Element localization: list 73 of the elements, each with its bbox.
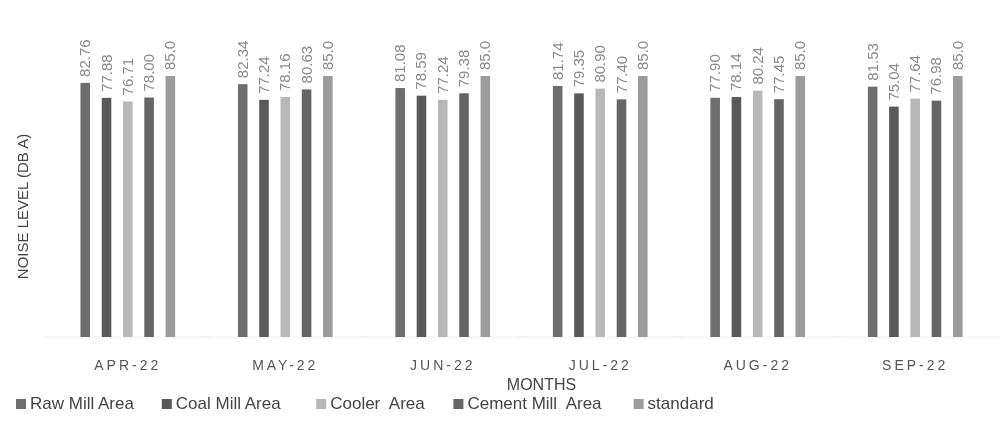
data-label: 85.0 (161, 40, 179, 70)
data-label: 82.34 (233, 40, 251, 79)
bar (165, 76, 176, 337)
data-label: 77.40 (612, 55, 630, 94)
bar (416, 95, 427, 337)
data-label: 80.63 (297, 45, 315, 84)
legend-label: standard (647, 394, 714, 413)
x-tick-label: APR-22 (94, 357, 162, 373)
x-axis-title: MONTHS (506, 376, 577, 393)
bar (237, 84, 248, 337)
legend-label: Cooler Area (330, 394, 426, 413)
x-tick-label: JUL-22 (568, 357, 632, 373)
legend-label: Coal Mill Area (175, 394, 282, 413)
bar (144, 97, 154, 337)
bar (323, 76, 333, 337)
data-label: 78.14 (727, 53, 745, 92)
data-label: 77.45 (770, 55, 787, 94)
data-label: 76.71 (118, 57, 136, 96)
bar (574, 93, 584, 337)
data-label: 77.64 (906, 55, 924, 93)
bar (80, 82, 91, 337)
bar (616, 99, 627, 337)
bar (795, 76, 806, 337)
data-label: 81.53 (863, 43, 881, 81)
data-label: 77.90 (706, 54, 724, 92)
data-label: 79.38 (455, 49, 473, 88)
data-label: 80.24 (748, 47, 766, 85)
bar (889, 106, 899, 337)
y-axis-title: NOISE LEVEL (DB A) (14, 133, 31, 280)
legend-label: Cement Mill Area (467, 394, 603, 413)
data-label: 76.98 (927, 57, 945, 95)
bar (638, 76, 648, 337)
data-label: 78.16 (276, 53, 294, 91)
bar (437, 99, 448, 337)
bar (931, 100, 942, 337)
bar (280, 97, 291, 337)
x-tick-label: SEP-22 (882, 357, 949, 373)
data-label: 77.24 (433, 56, 451, 94)
bar (259, 99, 269, 337)
data-label: 85.0 (948, 40, 966, 70)
x-tick-label: MAY-22 (252, 357, 319, 373)
x-tick-label: JUN-22 (410, 357, 476, 373)
data-label: 85.0 (476, 40, 494, 70)
data-label: 75.04 (884, 63, 902, 101)
data-label: 82.76 (76, 39, 94, 77)
data-label: 80.90 (591, 45, 609, 83)
bar (101, 97, 112, 337)
data-label: 81.08 (391, 44, 409, 83)
data-label: 78.00 (140, 53, 158, 92)
data-label: 81.74 (548, 42, 566, 81)
bar (952, 76, 963, 337)
data-label: 85.0 (318, 40, 336, 70)
bar (774, 99, 784, 337)
bar (459, 93, 469, 337)
bar (552, 86, 563, 337)
bar (123, 101, 133, 337)
bar (395, 88, 405, 337)
data-label: 79.35 (569, 49, 587, 88)
bar (595, 88, 606, 337)
bar (480, 76, 491, 337)
data-label: 78.59 (412, 52, 430, 90)
bar (752, 90, 763, 337)
data-label: 85.0 (633, 40, 651, 70)
bar (710, 97, 720, 337)
data-label: 77.88 (97, 54, 115, 92)
data-label: 85.0 (791, 40, 809, 70)
bar (867, 86, 878, 337)
bar (731, 97, 742, 337)
data-label: 77.24 (255, 56, 272, 94)
x-tick-label: AUG-22 (723, 357, 793, 373)
bar (910, 98, 920, 337)
legend-label: Raw Mill Area (30, 394, 135, 413)
bar (301, 89, 312, 337)
